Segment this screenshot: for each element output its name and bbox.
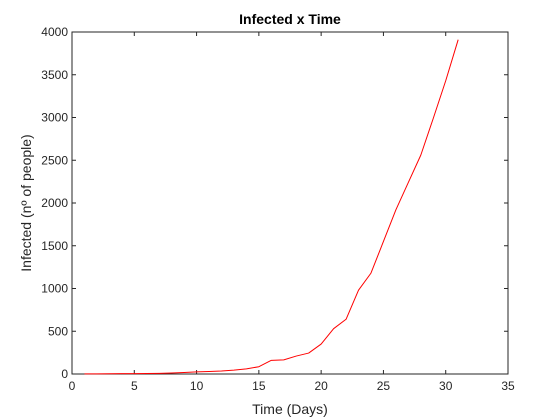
y-axis-label: Infected (nº of people) <box>18 134 34 271</box>
y-tick-label: 0 <box>61 367 68 381</box>
x-tick-label: 0 <box>69 379 76 393</box>
infected-series-line <box>84 39 459 375</box>
y-axis: 0 500 1000 1500 2000 2500 3000 3500 4000 <box>41 25 508 381</box>
x-tick-label: 20 <box>314 379 328 393</box>
x-tick-label: 30 <box>439 379 453 393</box>
x-axis-label: Time (Days) <box>252 401 328 417</box>
chart-title: Infected x Time <box>239 11 341 27</box>
y-tick-label: 1500 <box>41 239 68 253</box>
y-tick-label: 2000 <box>41 196 68 210</box>
y-tick-label: 4000 <box>41 25 68 39</box>
plot-area <box>71 31 509 375</box>
x-tick-label: 5 <box>131 379 138 393</box>
series-layer <box>84 39 459 375</box>
y-tick-label: 2500 <box>41 153 68 167</box>
x-tick-label: 10 <box>190 379 204 393</box>
x-tick-label: 35 <box>501 379 515 393</box>
x-axis: 0 5 10 15 20 25 30 35 <box>69 32 515 393</box>
y-tick-label: 3500 <box>41 68 68 82</box>
y-tick-label: 500 <box>48 324 68 338</box>
x-tick-label: 15 <box>252 379 266 393</box>
y-tick-label: 3000 <box>41 111 68 125</box>
y-tick-label: 1000 <box>41 282 68 296</box>
x-tick-label: 25 <box>377 379 391 393</box>
